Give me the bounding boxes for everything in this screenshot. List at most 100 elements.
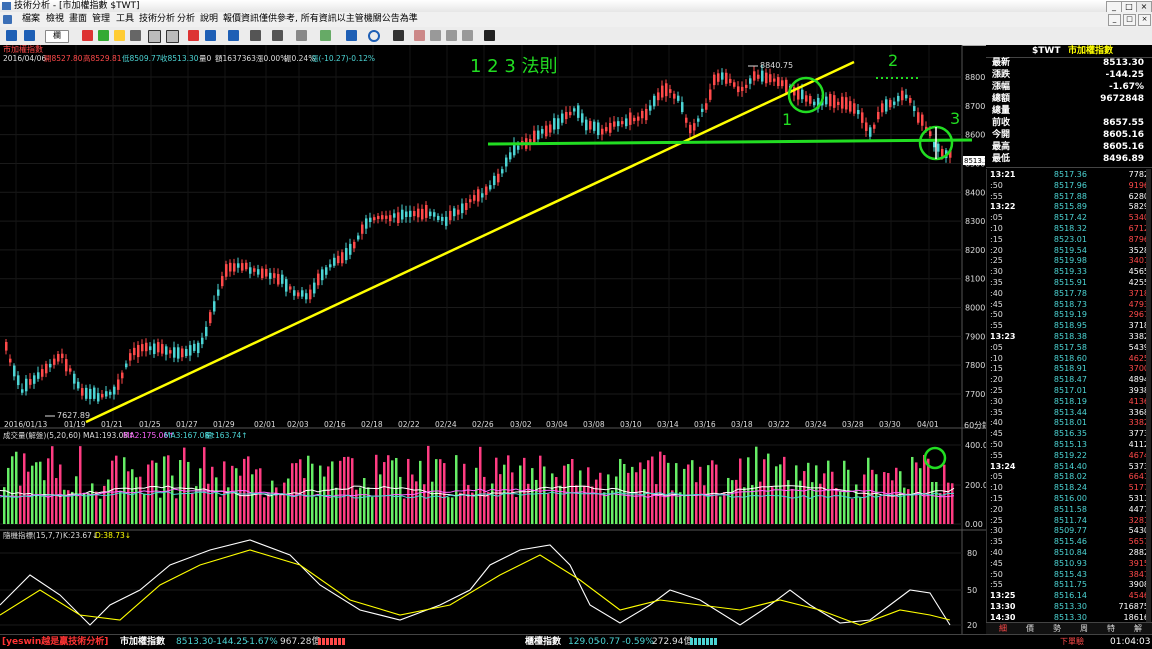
- candle-body: [165, 346, 168, 355]
- tick-row[interactable]: :35 8515.91 4255: [987, 277, 1152, 288]
- tick-row[interactable]: :20 8519.54 3528: [987, 245, 1152, 256]
- menu-tools[interactable]: 工具: [116, 14, 135, 24]
- tick-row[interactable]: :40 8510.84 2882: [987, 547, 1152, 558]
- tick-row[interactable]: :55 8511.75 3908: [987, 579, 1152, 590]
- tick-row[interactable]: :05 8517.42 5340: [987, 212, 1152, 223]
- tick-row[interactable]: :55 8517.88 6280: [987, 191, 1152, 202]
- tick-row[interactable]: :05 8518.02 6641: [987, 471, 1152, 482]
- chart-area[interactable]: 8800.08700.08600.08500.08400.08300.08200…: [0, 45, 986, 634]
- tick-row[interactable]: :10 8518.32 6712: [987, 223, 1152, 234]
- grid-icon[interactable]: [114, 30, 125, 41]
- menu-screen[interactable]: 畫面: [69, 14, 88, 24]
- draw-icon[interactable]: [228, 30, 239, 41]
- dotted-icon[interactable]: [272, 30, 283, 41]
- tick-row[interactable]: 13:23 8518.38 3382: [987, 331, 1152, 342]
- order-label[interactable]: 下單驗: [1060, 637, 1084, 646]
- tick-row[interactable]: :35 8513.44 3368: [987, 407, 1152, 418]
- tick-list[interactable]: 13:21 8517.36 7782:50 8517.96 9196:55 8517.88…: [986, 169, 1152, 625]
- frame-icon[interactable]: [166, 30, 179, 43]
- tick-row[interactable]: :50 8515.43 3847: [987, 569, 1152, 580]
- trend-line[interactable]: [85, 60, 855, 424]
- tick-row[interactable]: :45 8518.73 4793: [987, 299, 1152, 310]
- tick-row[interactable]: :50 8517.96 9196: [987, 180, 1152, 191]
- support-line[interactable]: [487, 138, 973, 146]
- tick-row[interactable]: :20 8511.58 4477: [987, 504, 1152, 515]
- tick-row[interactable]: 13:21 8517.36 7782: [987, 169, 1152, 180]
- tick-row[interactable]: :30 8519.33 4565: [987, 266, 1152, 277]
- panel-tab[interactable]: 解: [1134, 624, 1142, 633]
- panel-tab[interactable]: 細: [999, 624, 1007, 633]
- tick-row[interactable]: :55 8519.22 4674: [987, 450, 1152, 461]
- tick-row[interactable]: :50 8519.19 2967: [987, 309, 1152, 320]
- panel-tab[interactable]: 特: [1107, 624, 1115, 633]
- tick-row[interactable]: :15 8523.01 8796: [987, 234, 1152, 245]
- candle-body: [621, 121, 624, 125]
- menu-view[interactable]: 檢視: [46, 14, 65, 24]
- rect-icon[interactable]: [346, 30, 357, 41]
- tick-row[interactable]: :10 8518.60 4625: [987, 353, 1152, 364]
- tick-row[interactable]: :25 8517.01 3938: [987, 385, 1152, 396]
- child-close-button[interactable]: ×: [1138, 14, 1151, 26]
- add-icon[interactable]: [24, 30, 35, 41]
- layout-select[interactable]: 欄: [45, 30, 69, 43]
- tick-scrollbar[interactable]: [1146, 169, 1151, 625]
- copy-icon[interactable]: [446, 30, 457, 41]
- chart-icon[interactable]: [82, 30, 93, 41]
- menu-help[interactable]: 說明: [200, 14, 219, 24]
- menu-analysis[interactable]: 分析: [177, 14, 196, 24]
- color-icon[interactable]: [98, 30, 109, 41]
- tick-row[interactable]: :25 8511.74 3281: [987, 515, 1152, 526]
- tick-row[interactable]: :45 8510.93 3915: [987, 558, 1152, 569]
- volume-bar: [299, 459, 302, 524]
- tick-row[interactable]: :05 8517.58 5439: [987, 342, 1152, 353]
- chart-canvas[interactable]: 8800.08700.08600.08500.08400.08300.08200…: [0, 45, 986, 634]
- index1-pct: -1.67%: [246, 637, 278, 647]
- tick-row[interactable]: :15 8518.91 3700: [987, 363, 1152, 374]
- menu-manage[interactable]: 管理: [92, 14, 111, 24]
- tick-row[interactable]: :10 8518.24 5177: [987, 482, 1152, 493]
- circle-icon[interactable]: [368, 30, 380, 42]
- volume-bar: [559, 485, 562, 524]
- volume-bar: [311, 463, 314, 524]
- tick-row[interactable]: :20 8518.47 4894: [987, 374, 1152, 385]
- panel-tab[interactable]: 價: [1026, 624, 1034, 633]
- shape-icon[interactable]: [296, 30, 307, 41]
- menu-file[interactable]: 檔案: [22, 14, 41, 24]
- tick-row[interactable]: :40 8517.78 3718: [987, 288, 1152, 299]
- tick-row[interactable]: :40 8518.01 3382: [987, 417, 1152, 428]
- tick-row[interactable]: 13:24 8514.40 5373: [987, 461, 1152, 472]
- tick-row[interactable]: 14:30 8513.30 18616: [987, 612, 1152, 623]
- save-icon[interactable]: [484, 30, 495, 41]
- eraser-icon[interactable]: [414, 30, 425, 41]
- panel-tab[interactable]: 勢: [1053, 624, 1061, 633]
- print-icon[interactable]: [462, 30, 473, 41]
- link-icon[interactable]: [430, 30, 441, 41]
- new-icon[interactable]: [6, 30, 17, 41]
- tick-row[interactable]: :45 8516.35 3773: [987, 428, 1152, 439]
- tick-row[interactable]: :15 8516.00 5311: [987, 493, 1152, 504]
- candle-body: [725, 72, 728, 84]
- arrow-icon[interactable]: [188, 30, 199, 41]
- tick-row[interactable]: :50 8515.13 4112: [987, 439, 1152, 450]
- child-minimize-button[interactable]: _: [1108, 14, 1121, 26]
- pen-icon[interactable]: [250, 30, 261, 41]
- tick-row[interactable]: 13:22 8515.89 5829: [987, 201, 1152, 212]
- tick-row[interactable]: :25 8519.98 3401: [987, 255, 1152, 266]
- line-tool-icon[interactable]: [320, 30, 331, 41]
- tick-row[interactable]: :35 8515.46 5657: [987, 536, 1152, 547]
- tick-row[interactable]: :30 8509.77 5430: [987, 525, 1152, 536]
- panel-tab[interactable]: 周: [1080, 624, 1088, 633]
- tool-icon[interactable]: [205, 30, 216, 41]
- child-restore-button[interactable]: □: [1123, 14, 1136, 26]
- text-icon[interactable]: [393, 30, 404, 41]
- candle-body: [889, 99, 892, 108]
- tick-row[interactable]: 13:30 8513.30 716875: [987, 601, 1152, 612]
- header-amount: 額1637363: [215, 53, 256, 63]
- tick-row[interactable]: :30 8518.19 4136: [987, 396, 1152, 407]
- bar-icon[interactable]: [130, 30, 141, 41]
- tick-row[interactable]: 13:25 8516.14 4546: [987, 590, 1152, 601]
- tick-row[interactable]: :55 8518.95 3718: [987, 320, 1152, 331]
- menu-technical[interactable]: 技術分析: [139, 14, 176, 24]
- tick-price: 8516.14: [1053, 591, 1087, 601]
- table-icon[interactable]: [148, 30, 161, 43]
